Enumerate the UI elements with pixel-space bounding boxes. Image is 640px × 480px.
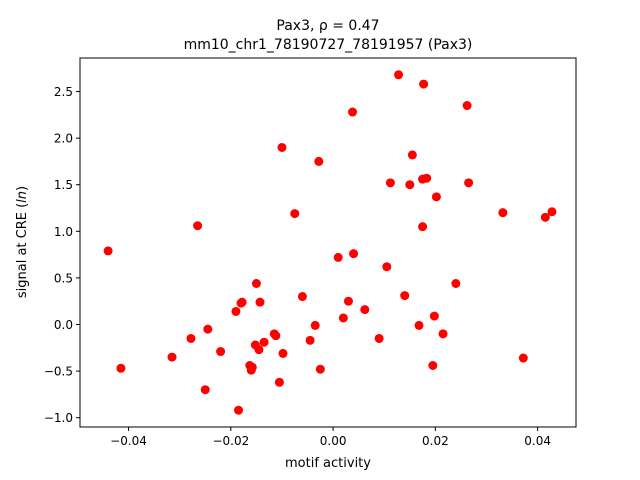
data-point [274, 377, 284, 387]
data-point [216, 347, 226, 357]
x-tick-label: 0.02 [422, 434, 449, 448]
data-point [278, 348, 288, 358]
data-point [116, 363, 126, 373]
data-point [247, 362, 257, 372]
data-point [429, 311, 439, 321]
y-tick-label: 0.0 [54, 318, 73, 332]
data-point [428, 361, 438, 370]
data-point [382, 262, 392, 272]
data-point [438, 329, 448, 339]
data-point [234, 405, 244, 415]
y-tick-label: 1.5 [54, 178, 73, 192]
y-tick-label: −1.0 [44, 411, 73, 425]
data-point [186, 333, 196, 343]
data-point [271, 331, 281, 341]
data-point [422, 173, 432, 183]
data-point [518, 353, 528, 363]
data-point [418, 222, 428, 232]
data-point [498, 208, 508, 218]
y-tick-label: 1.0 [54, 225, 73, 239]
y-tick-label: 2.5 [54, 85, 73, 99]
data-point [540, 212, 550, 222]
x-tick-label: 0.04 [524, 434, 551, 448]
data-point [193, 221, 203, 231]
data-point [394, 70, 404, 80]
y-tick-label: 2.0 [54, 132, 73, 146]
x-tick-label: 0.00 [320, 434, 347, 448]
data-point [333, 252, 343, 262]
data-point [310, 320, 320, 330]
data-point [237, 297, 247, 307]
data-point [200, 385, 210, 395]
x-tick-label: −0.02 [212, 434, 249, 448]
data-point [259, 337, 269, 347]
y-tick-label: −0.5 [44, 365, 73, 379]
data-point [431, 192, 441, 202]
data-point [414, 320, 424, 330]
data-point [374, 333, 384, 343]
data-point [103, 246, 113, 256]
data-point [407, 150, 417, 160]
data-point [297, 292, 307, 302]
data-point [385, 178, 395, 188]
data-point [290, 209, 300, 219]
data-point [277, 142, 287, 152]
data-points [103, 70, 557, 415]
x-axis-label: motif activity [285, 456, 371, 471]
x-tick-label: −0.04 [110, 434, 147, 448]
data-point [314, 156, 324, 166]
y-axis-label: signal at CRE (ln) [15, 186, 30, 298]
data-point [349, 249, 359, 259]
chart-title-line1: Pax3, ρ = 0.47 [276, 18, 379, 34]
axis-ticks: −0.04 −0.02 0.00 0.02 0.04 −1.0 −0.5 0.0 0.5 1.0 1… [44, 85, 551, 448]
data-point [348, 107, 358, 117]
data-point [343, 296, 353, 306]
data-point [400, 291, 410, 301]
data-point [451, 279, 461, 288]
data-point [419, 79, 429, 89]
data-point [167, 352, 177, 362]
data-point [464, 178, 474, 188]
data-point [203, 324, 213, 334]
chart-title-line2: mm10_chr1_78190727_78191957 (Pax3) [184, 37, 473, 53]
data-point [231, 306, 241, 316]
data-point [254, 345, 264, 355]
data-point [547, 207, 557, 217]
plot-frame [79, 57, 577, 428]
data-point [462, 101, 472, 111]
data-point [251, 279, 261, 288]
data-point [405, 180, 415, 190]
data-point [255, 297, 265, 307]
y-tick-label: 0.5 [54, 271, 73, 285]
data-point [305, 335, 315, 345]
data-point [315, 364, 325, 374]
data-point [360, 305, 370, 315]
data-point [338, 313, 348, 323]
